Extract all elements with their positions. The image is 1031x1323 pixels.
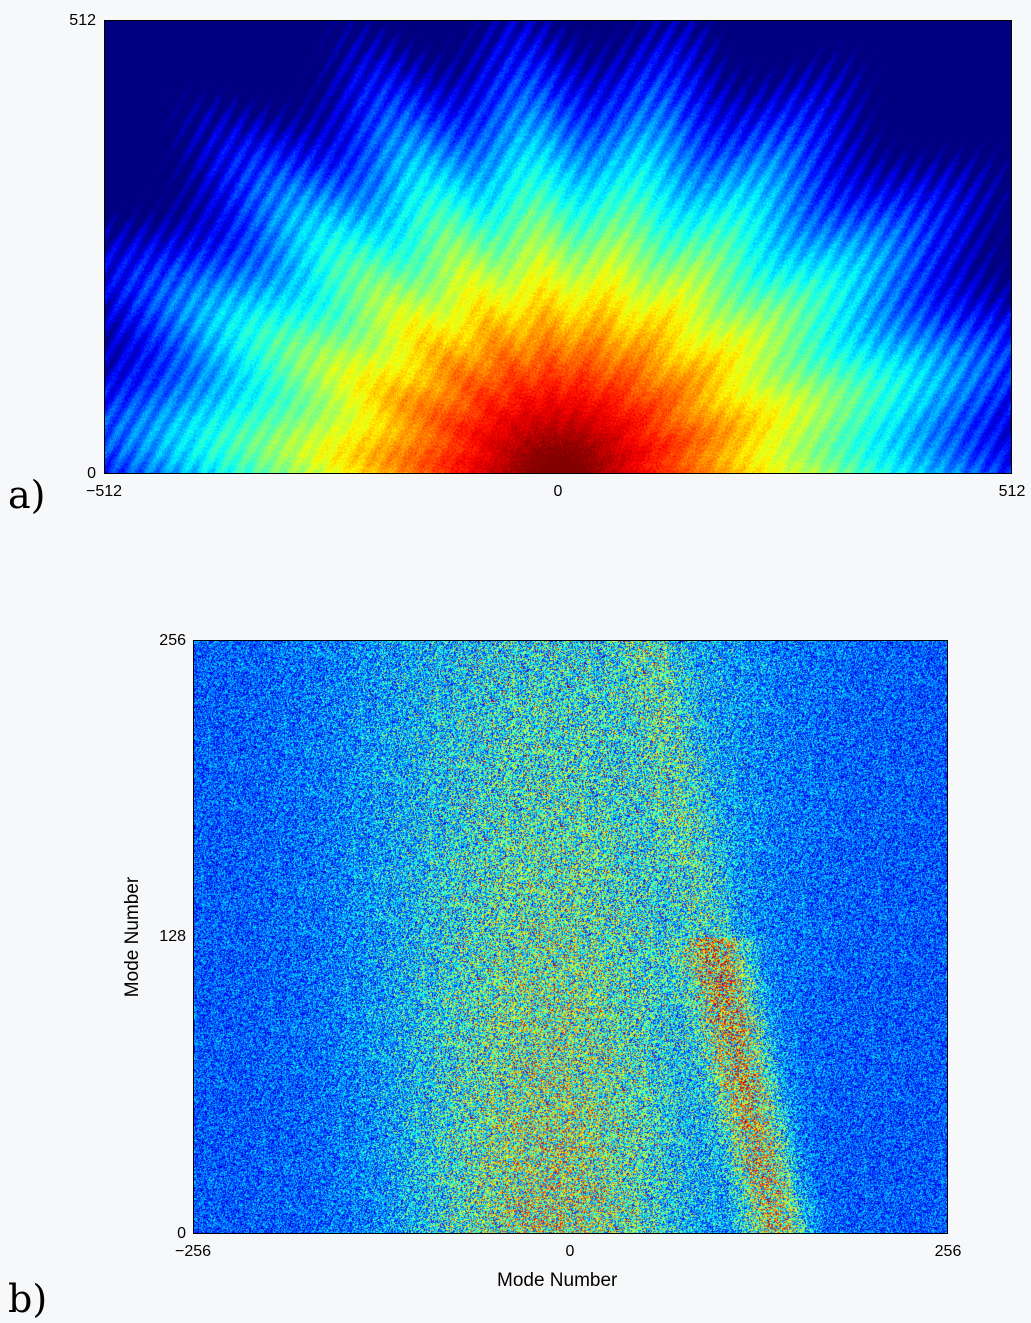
heatmap-b-xtick-max: 256 — [934, 1243, 962, 1260]
heatmap-a-ytick-max: 512 — [69, 12, 96, 29]
heatmap-a-ytick-min: 0 — [87, 465, 96, 482]
heatmap-b-ytick-max: 256 — [159, 632, 186, 649]
heatmap-a-plot-area — [104, 20, 1012, 474]
heatmap-a-xtick-max: 512 — [998, 483, 1026, 500]
heatmap-b-ytick-min: 0 — [177, 1225, 186, 1242]
heatmap-a-canvas — [105, 21, 1011, 473]
heatmap-a-xtick-min: −512 — [85, 483, 123, 500]
heatmap-b-xtick-mid: 0 — [565, 1243, 575, 1260]
heatmap-b-ytick-mid: 128 — [159, 928, 186, 945]
heatmap-b-xlabel: Mode Number — [497, 1270, 618, 1291]
panel-a-label: a) — [8, 473, 46, 517]
heatmap-b-canvas — [194, 641, 947, 1233]
heatmap-a-xtick-mid: 0 — [553, 483, 563, 500]
heatmap-b-plot-area — [193, 640, 948, 1234]
heatmap-b-xtick-min: −256 — [174, 1243, 212, 1260]
heatmap-b-ylabel: Mode Number — [122, 876, 143, 998]
panel-b-label: b) — [8, 1277, 48, 1321]
